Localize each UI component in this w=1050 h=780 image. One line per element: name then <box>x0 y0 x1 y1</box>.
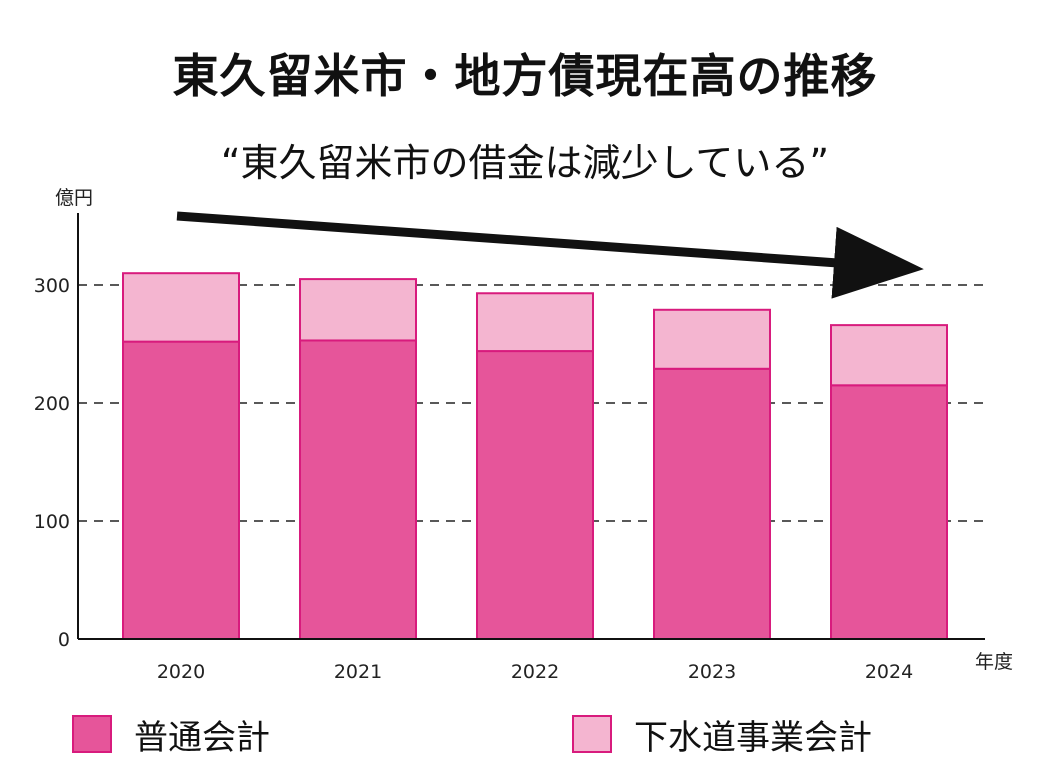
x-tick-label: 2024 <box>865 661 913 683</box>
trend-arrow-icon <box>176 211 924 299</box>
bar-sewer-2024 <box>830 324 948 387</box>
chart-title: 東久留米市・地方債現在高の推移 <box>172 49 878 103</box>
x-tick-label: 2023 <box>688 661 736 683</box>
bar-sewer-2021 <box>299 278 417 342</box>
y-tick-labels: 0 100 200 300 <box>34 275 70 651</box>
y-axis-unit: 億円 <box>55 187 93 209</box>
y-tick-label: 200 <box>34 393 70 415</box>
bar-general-2023 <box>653 367 771 640</box>
bar-sewer-2023 <box>653 308 771 370</box>
legend-sewer: 下水道事業会計 <box>572 712 872 758</box>
x-tick-label: 2022 <box>511 661 559 683</box>
bar-general-2024 <box>830 384 948 640</box>
bar-general-2020 <box>122 340 240 640</box>
x-tick-label: 2020 <box>157 661 205 683</box>
bar-sewer-2020 <box>122 272 240 343</box>
bar-general-2022 <box>476 350 594 640</box>
legend-label-general: 普通会計 <box>134 717 270 758</box>
chart-subtitle: “東久留米市の借金は減少している” <box>220 141 830 185</box>
bar-chart: 0 100 200 300 2020 2021 2022 2023 2024 億円 年度 <box>34 187 1013 683</box>
y-tick-label: 100 <box>34 511 70 533</box>
x-axis-unit: 年度 <box>975 651 1013 673</box>
legend-general: 普通会計 <box>72 712 270 758</box>
legend-swatch-sewer <box>572 715 612 753</box>
bar-sewer-2022 <box>476 292 594 353</box>
legend-label-sewer: 下水道事業会計 <box>634 717 872 758</box>
x-tick-labels: 2020 2021 2022 2023 2024 <box>157 661 913 683</box>
bar-general-2021 <box>299 339 417 640</box>
y-tick-label: 0 <box>58 629 70 651</box>
bars <box>122 272 948 640</box>
x-tick-label: 2021 <box>334 661 382 683</box>
legend-swatch-general <box>72 715 112 753</box>
y-tick-label: 300 <box>34 275 70 297</box>
